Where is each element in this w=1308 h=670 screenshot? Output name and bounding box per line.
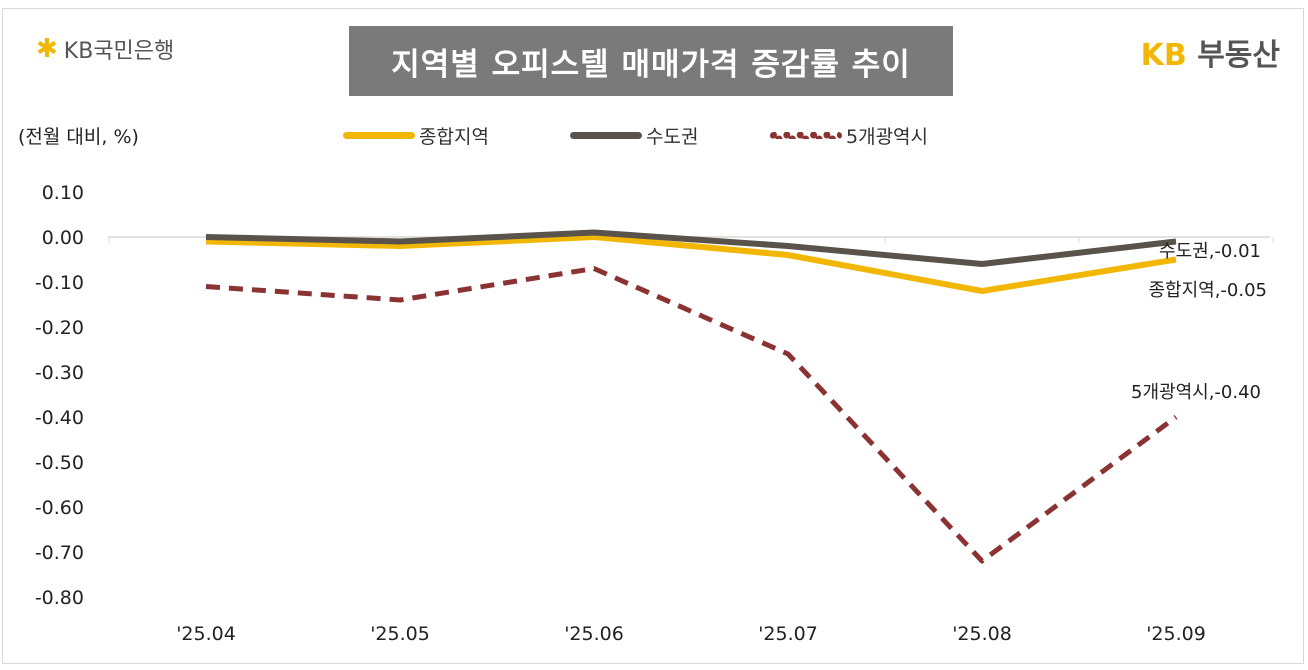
legend-item: 5개광역시	[770, 122, 928, 149]
logo-left-text: KB국민은행	[63, 39, 175, 64]
end-data-label: 종합지역,-0.05	[1148, 280, 1267, 301]
kb-kookmin-bank-logo: ✱ KB국민은행	[36, 33, 174, 65]
x-tick-label: '25.09	[1146, 623, 1206, 645]
logo-right-kb: KB	[1140, 38, 1187, 73]
y-tick-label: -0.30	[35, 362, 84, 384]
legend-label: 수도권	[646, 126, 699, 148]
y-tick-label: -0.80	[35, 587, 84, 609]
logo-right-text: 부동산	[1197, 38, 1280, 73]
kb-star-icon: ✱	[36, 34, 58, 64]
chart-title: 지역별 오피스텔 매매가격 증감률 추이	[349, 26, 953, 96]
y-tick-label: -0.40	[35, 407, 84, 429]
x-tick-label: '25.06	[564, 623, 624, 645]
end-data-label: 5개광역시,-0.40	[1131, 382, 1261, 403]
legend-item: 종합지역	[343, 122, 489, 149]
legend-swatch	[570, 132, 642, 139]
legend-label: 종합지역	[419, 126, 489, 148]
series-line-종합지역	[205, 234, 1177, 294]
kb-real-estate-logo: KB 부동산	[1141, 30, 1280, 74]
y-tick-label: -0.60	[35, 497, 84, 519]
chart-frame	[2, 8, 1304, 664]
y-tick-label: 0.00	[42, 227, 84, 249]
y-tick-label: -0.20	[35, 317, 84, 339]
x-tick-label: '25.05	[370, 623, 430, 645]
x-tick-label: '25.07	[758, 623, 818, 645]
series-line-수도권	[205, 229, 1177, 267]
y-tick-label: -0.10	[35, 272, 84, 294]
y-tick-label: -0.70	[35, 542, 84, 564]
end-data-label: 수도권,-0.01	[1159, 241, 1261, 262]
y-axis-unit-label: (전월 대비, %)	[18, 126, 139, 148]
x-tick-label: '25.04	[176, 623, 236, 645]
legend-swatch	[770, 132, 842, 139]
y-tick-label: -0.50	[35, 452, 84, 474]
x-tick-label: '25.08	[952, 623, 1012, 645]
legend-swatch	[343, 132, 415, 139]
y-tick-label: 0.10	[42, 182, 84, 204]
legend-label: 5개광역시	[846, 126, 929, 148]
series-line-5개광역시	[205, 266, 1178, 564]
legend-item: 수도권	[570, 122, 698, 149]
